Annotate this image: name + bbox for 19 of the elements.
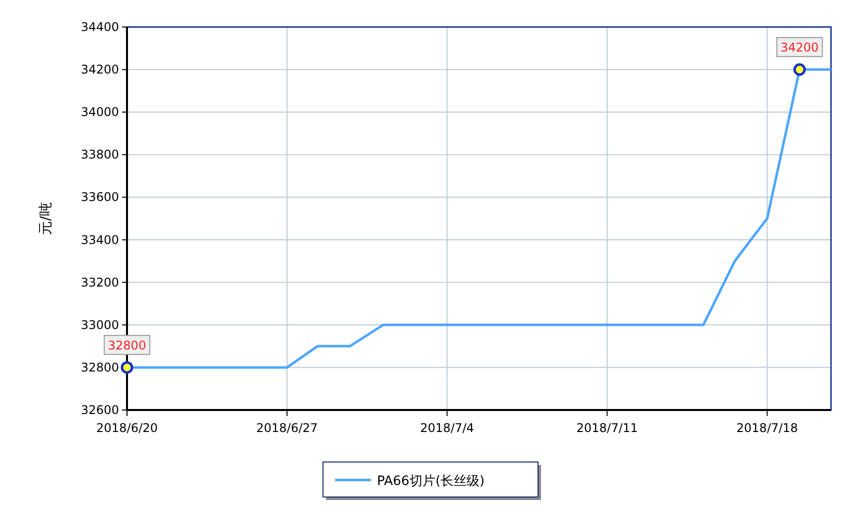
y-tick-label: 33000 bbox=[80, 318, 119, 332]
x-tick-label: 2018/7/11 bbox=[576, 421, 638, 435]
y-tick-label: 34000 bbox=[80, 105, 119, 120]
annotation: 32800 bbox=[108, 338, 146, 352]
y-tick-label: 34400 bbox=[80, 20, 119, 34]
y-tick-label: 33800 bbox=[80, 148, 119, 162]
legend-label: PA66切片(长丝级) bbox=[377, 474, 485, 489]
y-tick-label: 34200 bbox=[80, 62, 119, 77]
x-tick-label: 2018/7/18 bbox=[736, 421, 798, 435]
annotation: 34200 bbox=[780, 40, 819, 55]
y-tick-label: 33600 bbox=[80, 190, 119, 204]
y-tick-label: 32800 bbox=[80, 360, 119, 374]
y-tick-label: 32600 bbox=[80, 403, 119, 417]
x-tick-label: 2018/6/20 bbox=[96, 421, 158, 435]
y-axis-title: 元/吨 bbox=[38, 202, 54, 235]
x-tick-label: 2018/6/27 bbox=[256, 421, 318, 435]
x-tick-label: 2018/7/4 bbox=[420, 421, 474, 435]
y-tick-label: 33200 bbox=[80, 275, 119, 290]
y-tick-label: 33400 bbox=[80, 232, 119, 247]
